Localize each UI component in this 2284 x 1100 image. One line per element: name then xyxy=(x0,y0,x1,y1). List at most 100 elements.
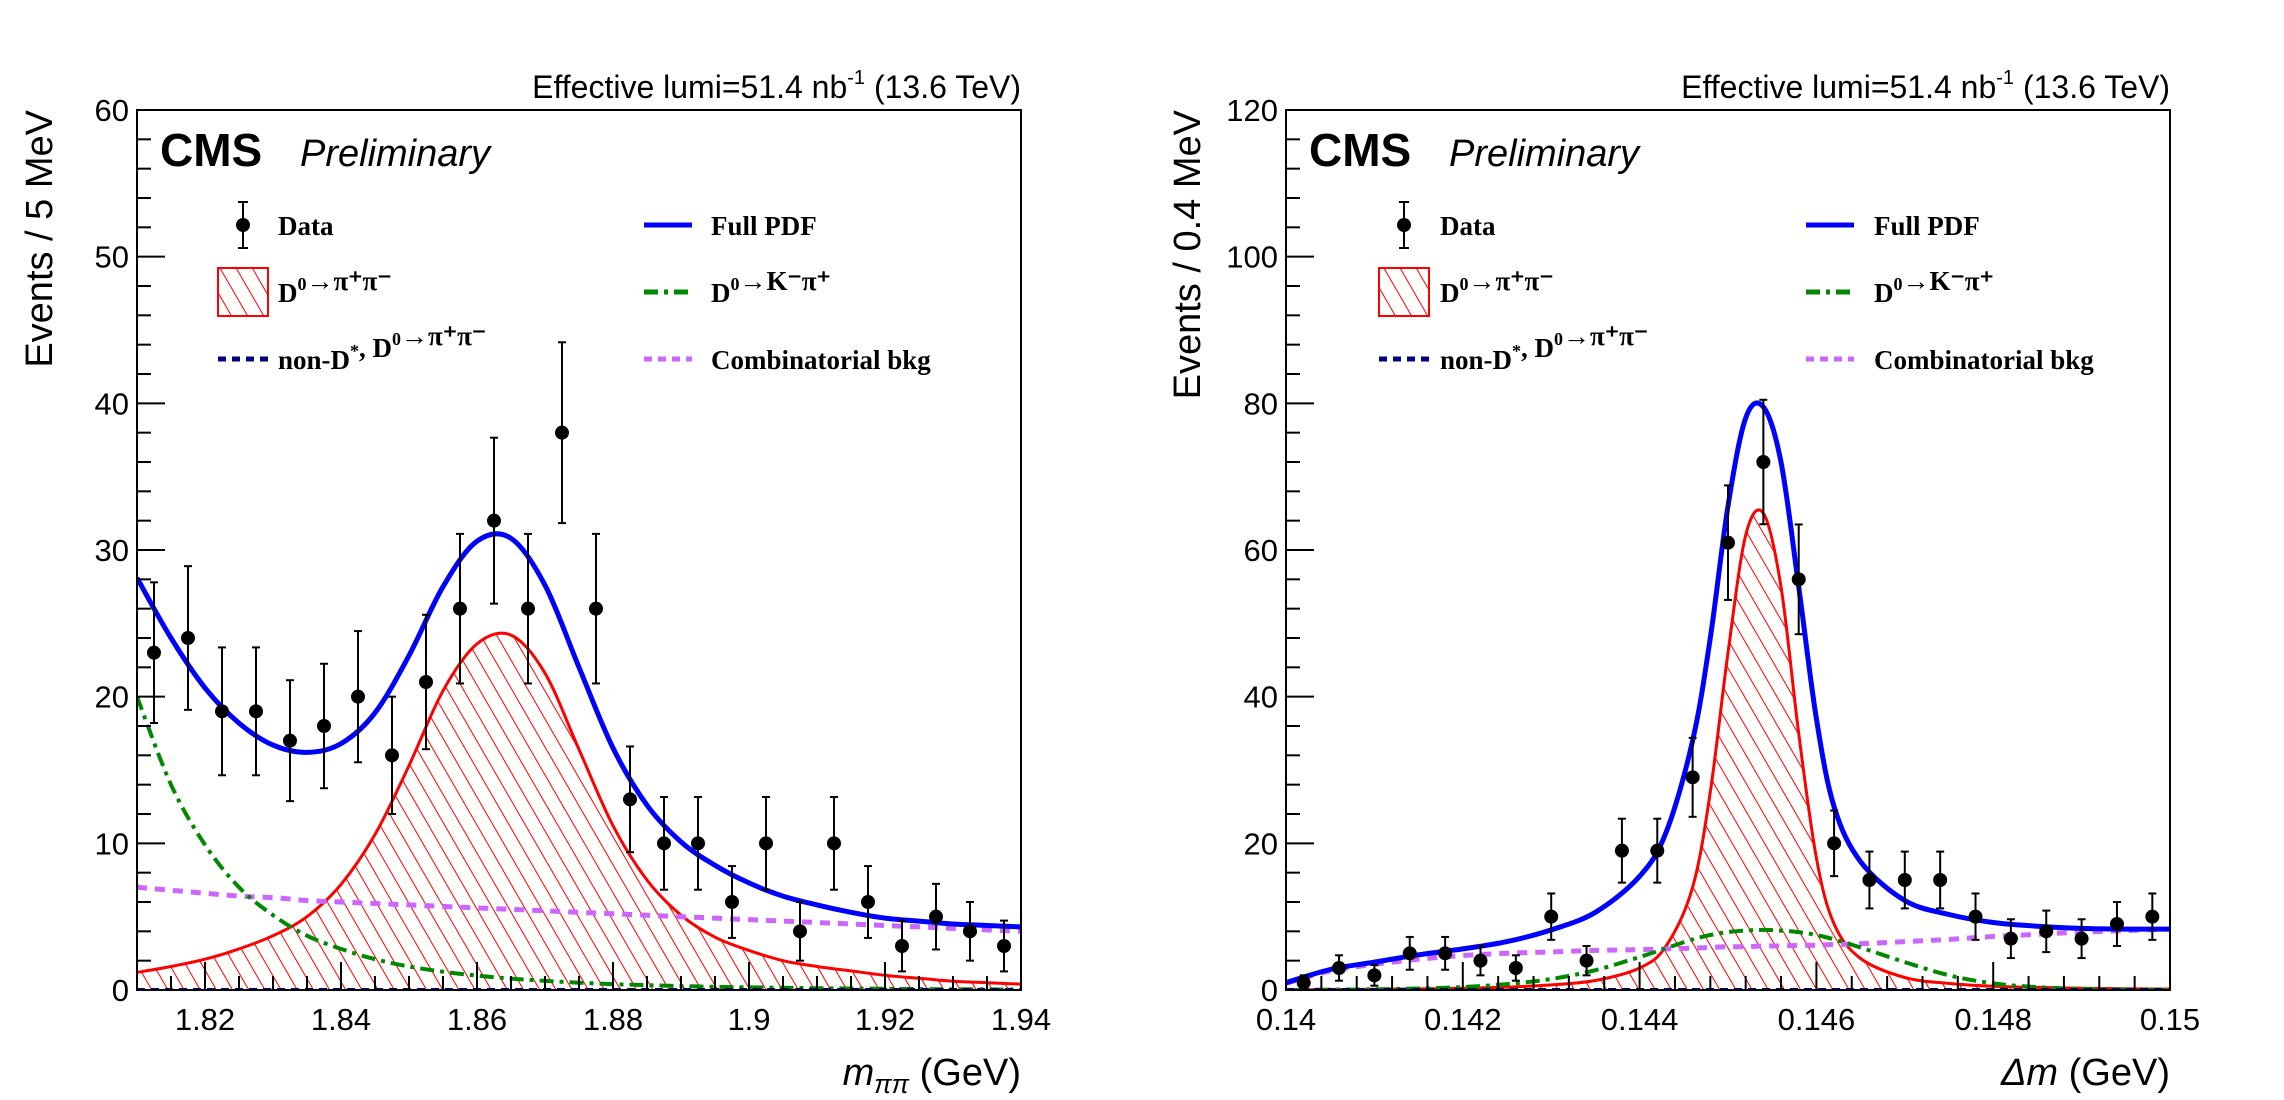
data-marker xyxy=(827,836,841,851)
data-marker xyxy=(1473,953,1488,968)
x-tick-label: 1.84 xyxy=(311,1002,371,1037)
x-axis-title: mππ (GeV) xyxy=(843,1052,1021,1099)
legend-label-part: →K⁻π⁺ xyxy=(740,266,831,296)
legend-marker-icon xyxy=(1397,218,1411,232)
data-marker xyxy=(1827,836,1842,851)
y-tick-label: 60 xyxy=(1244,533,1278,568)
x-tick-label: 0.14 xyxy=(1256,1002,1316,1037)
legend-hatch-icon xyxy=(1378,267,1430,317)
data-points xyxy=(147,341,1011,973)
x-tick-label: 1.9 xyxy=(727,1002,770,1037)
x-tick-label: 0.144 xyxy=(1601,1002,1679,1037)
data-point xyxy=(657,795,671,891)
data-point xyxy=(1897,850,1912,910)
data-point xyxy=(453,532,467,685)
legend-item-comb: Combinatorial bkg xyxy=(1806,345,2094,375)
legend-label-part: →π⁺π⁻ xyxy=(1469,266,1554,296)
data-marker xyxy=(1862,873,1877,887)
data-marker xyxy=(487,513,501,528)
legend-label-part: D xyxy=(1440,278,1460,308)
data-marker xyxy=(589,601,603,616)
data-point xyxy=(759,795,773,891)
data-point xyxy=(963,901,977,962)
data-marker xyxy=(1756,455,1771,469)
x-tick-label: 1.86 xyxy=(447,1002,507,1037)
legend-item-full_pdf: Full PDF xyxy=(1806,211,1980,241)
x-tick-label: 0.15 xyxy=(2140,1002,2200,1037)
legend-label: D0→K⁻π⁺ xyxy=(711,266,831,308)
data-point xyxy=(521,532,535,685)
y-axis-title: Events / 5 MeV xyxy=(19,109,61,367)
data-point xyxy=(2109,901,2124,947)
lumi-sup: -1 xyxy=(847,67,865,89)
combinatorial-bkg-curve xyxy=(137,884,1021,934)
data-marker xyxy=(793,924,807,939)
legend-label: non-D*, D0→π⁺π⁻ xyxy=(278,321,486,375)
data-marker xyxy=(1508,961,1523,975)
data-marker xyxy=(1685,770,1700,785)
data-point xyxy=(1614,817,1629,884)
data-point xyxy=(147,581,161,725)
data-point xyxy=(1473,945,1488,977)
data-point xyxy=(215,646,229,777)
data-marker xyxy=(1721,535,1735,550)
legend-label-part: 0 xyxy=(1894,274,1903,294)
data-marker xyxy=(249,704,263,719)
data-point xyxy=(895,919,909,973)
legend-label-part: , D xyxy=(1521,333,1554,363)
legend-item-kpi: D0→K⁻π⁺ xyxy=(1806,266,1994,308)
data-marker xyxy=(2109,917,2124,931)
x-axis-title-var: m xyxy=(843,1052,875,1094)
left-panel-mpipi: 1.82 1.84 1.86 1.88 1.9 1.92 1.94 0 10 20 30 40 50 60… xyxy=(19,67,1051,1099)
lumi-sup: -1 xyxy=(1996,67,2014,89)
data-point xyxy=(589,532,603,685)
data-point xyxy=(725,865,739,939)
data-marker xyxy=(283,733,297,748)
legend-hatch-icon xyxy=(217,267,269,317)
data-marker xyxy=(2003,931,2018,946)
data-marker xyxy=(691,836,705,851)
data-point xyxy=(793,901,807,962)
y-tick-label: 80 xyxy=(1244,386,1278,421)
y-tick-label: 40 xyxy=(95,386,129,421)
legend-label-part: →π⁺π⁻ xyxy=(1563,321,1648,351)
data-point xyxy=(1933,850,1948,910)
data-point xyxy=(929,882,943,951)
data-point xyxy=(1367,963,1382,987)
data-point xyxy=(1791,523,1806,636)
plot-area xyxy=(137,531,1021,990)
lumi-prefix: Effective lumi=51.4 nb xyxy=(1681,69,1996,105)
data-marker xyxy=(351,689,365,704)
data-point xyxy=(1827,809,1842,878)
data-point xyxy=(997,919,1011,973)
data-marker xyxy=(1897,873,1912,887)
signal-curve-d0-pipi xyxy=(137,631,1021,986)
data-marker xyxy=(521,601,535,616)
legend-label-part: * xyxy=(350,341,359,361)
data-marker xyxy=(1933,873,1948,887)
data-point xyxy=(385,695,399,815)
legend-item-signal: D0→π⁺π⁻ xyxy=(1378,266,1554,317)
y-tick-label: 20 xyxy=(1244,826,1278,861)
data-point xyxy=(2074,918,2089,960)
data-point xyxy=(419,613,433,751)
data-marker xyxy=(1968,909,1983,924)
legend-marker-icon xyxy=(236,218,250,232)
y-tick-label: 0 xyxy=(1261,973,1278,1008)
data-point xyxy=(555,341,569,525)
x-axis-title: Δm (GeV) xyxy=(2000,1052,2170,1094)
legend-label-part: D xyxy=(1874,278,1894,308)
data-marker xyxy=(1296,975,1311,990)
data-marker xyxy=(419,675,433,689)
data-marker xyxy=(861,895,875,909)
legend-label: Combinatorial bkg xyxy=(1874,345,2094,375)
legend-item-data: Data xyxy=(1397,201,1496,249)
data-point xyxy=(1332,954,1347,982)
data-marker xyxy=(1544,909,1559,924)
legend-label-part: 0 xyxy=(392,329,401,349)
x-axis-title-var: Δm xyxy=(2000,1052,2058,1094)
y-axis-title: Events / 0.4 MeV xyxy=(1167,109,1209,399)
legend-label: D0→π⁺π⁻ xyxy=(278,266,392,308)
legend-item-comb: Combinatorial bkg xyxy=(644,345,931,375)
legend-item-full_pdf: Full PDF xyxy=(644,211,817,241)
